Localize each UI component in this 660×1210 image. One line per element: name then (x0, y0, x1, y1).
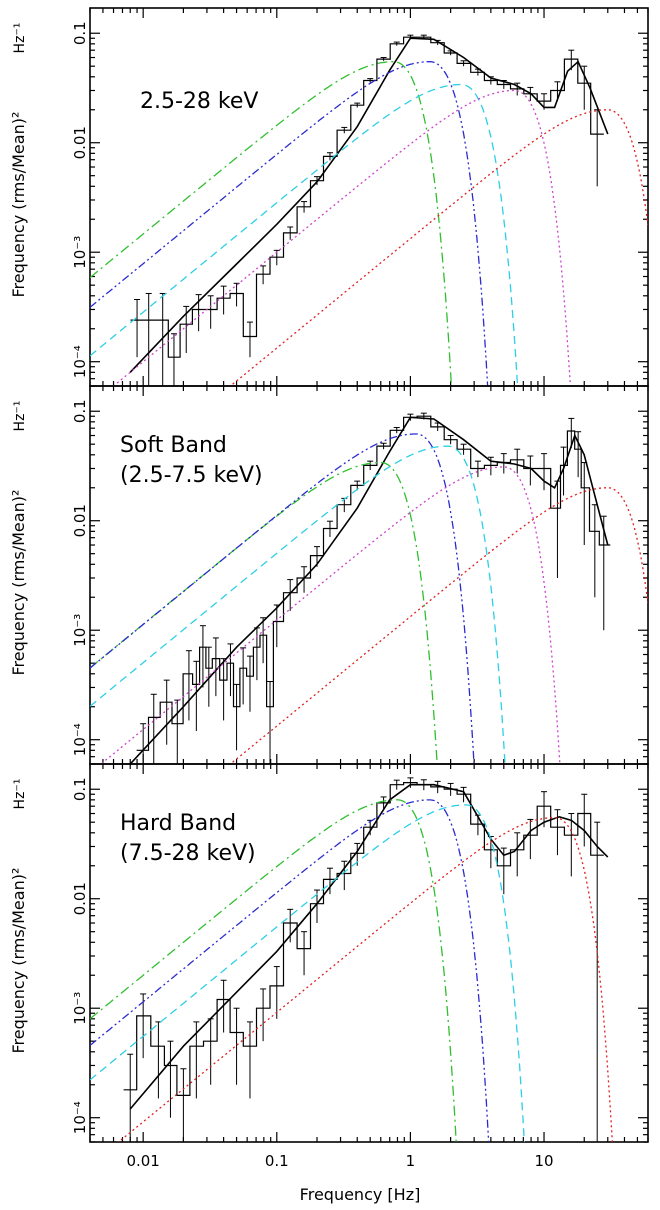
y-axis-title: Frequency (rms/Mean)² (9, 868, 28, 1054)
component-curve (229, 109, 648, 386)
component-curve (229, 487, 648, 764)
panel-2: 10⁻⁴ 10⁻³ 0.01 0.1 Frequency (rms/Mean)² Hz⁻¹… (9, 385, 649, 765)
component-curve (90, 804, 525, 1142)
component-curve (90, 799, 457, 1142)
y-tick-label: 0.01 (71, 126, 89, 159)
y-tick-label: 0.01 (71, 882, 89, 915)
panel-1: 10⁻⁴ 10⁻³ 0.01 0.1 Frequency (rms/Mean)² Hz⁻¹… (9, 7, 649, 387)
x-axis-title: Frequency [Hz] (300, 1185, 421, 1204)
panel-label: Soft Band (120, 433, 227, 458)
y-tick-label: 0.1 (71, 777, 89, 801)
component-curve (90, 61, 489, 386)
data-step-line (130, 36, 604, 358)
component-curve (90, 799, 490, 1142)
y-tick-label: 0.1 (71, 21, 89, 45)
y-tick-label: 10⁻⁴ (71, 345, 89, 378)
panel-label: (2.5-7.5 keV) (120, 463, 263, 488)
component-curve (90, 61, 453, 386)
panel-3: 10⁻⁴ 10⁻³ 0.01 0.1 0.01 0.1 1 10 Frequency (rms/… (9, 763, 649, 1170)
y-axis-title: Frequency (rms/Mean)² (9, 112, 28, 298)
plot-area (90, 412, 648, 764)
x-tick-label: 0.01 (126, 1152, 159, 1170)
x-tick-label: 10 (534, 1152, 553, 1170)
x-tick-label: 1 (406, 1152, 416, 1170)
panel-label: Hard Band (120, 811, 236, 836)
y-tick-label: 0.01 (71, 504, 89, 537)
y-tick-label: 10⁻³ (71, 992, 89, 1025)
y-axis-unit: Hz⁻¹ (12, 23, 28, 54)
component-curve (90, 461, 438, 764)
component-curve (90, 445, 506, 764)
total-model-line (129, 416, 609, 764)
y-axis-unit: Hz⁻¹ (12, 779, 28, 810)
component-curve (100, 466, 561, 764)
component-curve (90, 83, 519, 386)
y-axis-unit: Hz⁻¹ (12, 401, 28, 432)
plot-area (90, 777, 614, 1142)
plot-frame (89, 763, 649, 1143)
y-tick-label: 10⁻⁴ (71, 1101, 89, 1134)
x-tick-label: 0.1 (265, 1152, 289, 1170)
component-curve (112, 89, 572, 386)
component-curve (117, 817, 614, 1142)
total-model-line (129, 37, 609, 373)
y-tick-label: 10⁻⁴ (71, 723, 89, 756)
total-model-line (129, 783, 609, 1110)
panel-label: (7.5-28 keV) (120, 841, 256, 866)
y-axis-title: Frequency (rms/Mean)² (9, 490, 28, 676)
plot-area (90, 34, 648, 386)
y-tick-label: 0.1 (71, 399, 89, 423)
panel-label: 2.5-28 keV (140, 89, 258, 114)
y-tick-label: 10⁻³ (71, 236, 89, 269)
y-tick-label: 10⁻³ (71, 614, 89, 647)
